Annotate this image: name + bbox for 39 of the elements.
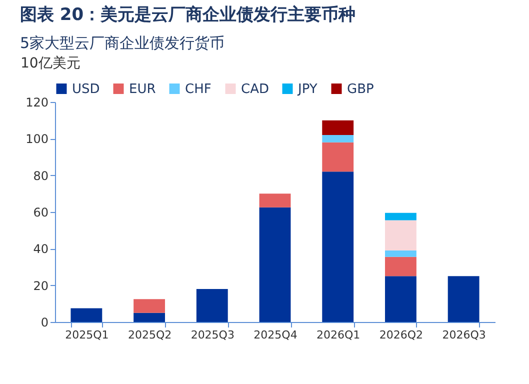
legend-label: JPY xyxy=(297,82,318,97)
bar xyxy=(385,250,416,257)
x-tick-label: 2025Q1 xyxy=(65,328,109,342)
bar xyxy=(385,276,416,322)
x-tick-label: 2026Q2 xyxy=(379,328,424,342)
x-tick-label: 2025Q4 xyxy=(254,328,298,342)
legend-label: GBP xyxy=(347,82,374,97)
x-tick-label: 2026Q3 xyxy=(442,328,486,342)
chart-title: 图表 20：美元是云厂商企业债发行主要币种 xyxy=(20,5,356,25)
bar xyxy=(259,207,291,322)
bar xyxy=(322,135,354,142)
bar xyxy=(322,172,354,322)
x-tick-label: 2025Q2 xyxy=(128,328,172,342)
bar xyxy=(134,299,165,313)
y-tick-label: 60 xyxy=(33,206,48,220)
bar xyxy=(259,194,291,208)
bar xyxy=(322,120,354,135)
bar xyxy=(322,142,354,172)
y-tick-label: 0 xyxy=(40,316,48,330)
y-tick-label: 120 xyxy=(26,96,48,110)
bar xyxy=(70,308,102,322)
legend-label: USD xyxy=(72,82,100,97)
bar xyxy=(196,289,228,322)
x-tick-label: 2025Q3 xyxy=(190,328,234,342)
legend-label: EUR xyxy=(129,82,156,97)
y-tick-label: 100 xyxy=(26,132,48,146)
bar xyxy=(134,312,165,322)
y-tick-label: 20 xyxy=(33,278,48,293)
legend-label: CHF xyxy=(185,82,212,97)
y-tick-label: 40 xyxy=(33,242,48,256)
bar xyxy=(385,256,416,276)
y-tick-label: 80 xyxy=(33,168,48,183)
bar xyxy=(448,276,480,322)
bar xyxy=(385,220,416,250)
bar xyxy=(385,212,416,220)
chart-subtitle: 5家大型云厂商企业债发行货币 xyxy=(20,34,225,52)
x-tick-label: 2026Q1 xyxy=(316,328,360,342)
y-axis-title: 10亿美元 xyxy=(20,56,80,72)
legend-label: CAD xyxy=(241,82,269,97)
